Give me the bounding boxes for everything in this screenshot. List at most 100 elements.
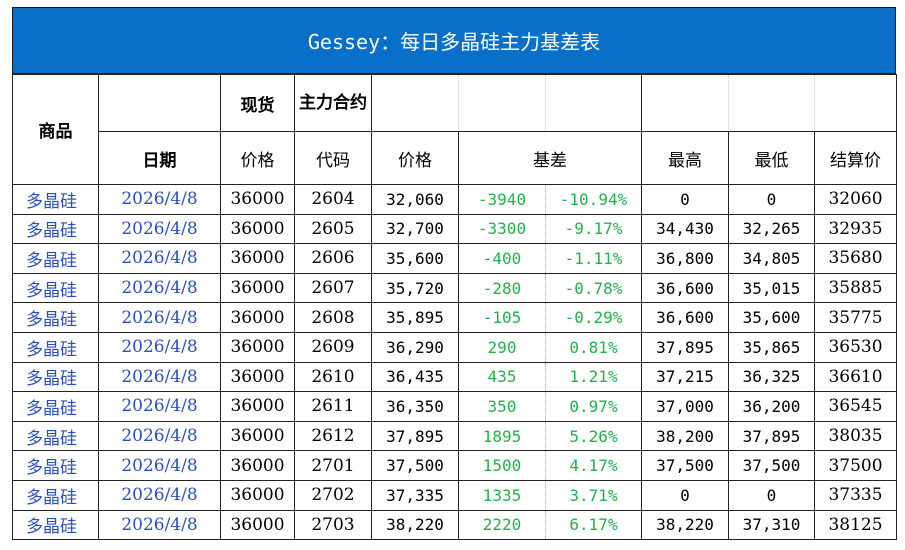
- table-row: 多晶硅 2026/4/8 36000 2608 35,895 -105 -0.29% 36,6…: [12, 302, 897, 333]
- row-name: 多晶硅: [12, 361, 99, 393]
- row-contract-code: 2607: [294, 272, 372, 304]
- row-contract-code: 2702: [294, 479, 372, 511]
- row-low: 37,895: [728, 420, 815, 452]
- row-basis: 1335: [458, 479, 546, 511]
- header-main-contract: 主力合约: [294, 74, 372, 132]
- header-spot: 现货: [220, 74, 295, 132]
- row-contract-price: 36,290: [371, 331, 459, 363]
- row-settle: 36545: [814, 391, 897, 422]
- row-name: 多晶硅: [12, 302, 99, 333]
- row-contract-code: 2612: [294, 420, 372, 452]
- row-basis: -3300: [458, 213, 546, 245]
- row-spot-price: 36000: [220, 479, 295, 511]
- row-contract-price: 38,220: [371, 509, 459, 541]
- row-contract-price: 37,335: [371, 479, 459, 511]
- row-name: 多晶硅: [12, 450, 99, 481]
- row-spot-price: 36000: [220, 243, 295, 274]
- row-date: 2026/4/8: [98, 302, 221, 333]
- header-date: 日期: [98, 131, 221, 185]
- row-high: 37,500: [641, 450, 729, 481]
- basis-table-container: Gessey：每日多晶硅主力基差表 商品 现货 主力合约 日期 价格: [12, 7, 897, 541]
- table-row: 多晶硅 2026/4/8 36000 2606 35,600 -400 -1.11% 36,8…: [12, 243, 897, 274]
- row-contract-code: 2611: [294, 391, 372, 422]
- row-date: 2026/4/8: [98, 213, 221, 245]
- row-contract-code: 2605: [294, 213, 372, 245]
- row-contract-price: 35,895: [371, 302, 459, 333]
- table-row: 多晶硅 2026/4/8 36000 2701 37,500 1500 4.17% 37,50…: [12, 450, 897, 481]
- row-high: 37,000: [641, 391, 729, 422]
- row-name: 多晶硅: [12, 243, 99, 274]
- row-date: 2026/4/8: [98, 391, 221, 422]
- row-high: 0: [641, 479, 729, 511]
- row-name: 多晶硅: [12, 420, 99, 452]
- header-blank: [814, 74, 897, 132]
- row-contract-code: 2703: [294, 509, 372, 541]
- row-contract-price: 37,895: [371, 420, 459, 452]
- row-contract-code: 2610: [294, 361, 372, 393]
- table-row: 多晶硅 2026/4/8 36000 2611 36,350 350 0.97% 37,000…: [12, 391, 897, 422]
- row-basis: 1895: [458, 420, 546, 452]
- row-name: 多晶硅: [12, 391, 99, 422]
- row-high: 0: [641, 184, 729, 215]
- row-basis-pct: -0.78%: [545, 272, 642, 304]
- header-contract-price: 价格: [371, 131, 459, 185]
- row-high: 38,200: [641, 420, 729, 452]
- row-low: 35,600: [728, 302, 815, 333]
- row-settle: 36610: [814, 361, 897, 393]
- table-row: 多晶硅 2026/4/8 36000 2702 37,335 1335 3.71% 0 0 373…: [12, 479, 897, 511]
- row-date: 2026/4/8: [98, 420, 221, 452]
- row-name: 多晶硅: [12, 272, 99, 304]
- header-price: 价格: [220, 131, 295, 185]
- row-name: 多晶硅: [12, 184, 99, 215]
- row-name: 多晶硅: [12, 213, 99, 245]
- row-high: 36,600: [641, 302, 729, 333]
- basis-table: 商品 现货 主力合约 日期 价格 代码 价格 基差 最高 最低 结算价: [12, 74, 897, 541]
- row-settle: 36530: [814, 331, 897, 363]
- row-high: 37,215: [641, 361, 729, 393]
- row-spot-price: 36000: [220, 272, 295, 304]
- row-date: 2026/4/8: [98, 331, 221, 363]
- row-low: 36,200: [728, 391, 815, 422]
- table-row: 多晶硅 2026/4/8 36000 2607 35,720 -280 -0.78% 36,6…: [12, 272, 897, 304]
- row-basis-pct: 3.71%: [545, 479, 642, 511]
- table-row: 多晶硅 2026/4/8 36000 2610 36,435 435 1.21% 37,215…: [12, 361, 897, 393]
- row-basis-pct: 6.17%: [545, 509, 642, 541]
- row-low: 35,015: [728, 272, 815, 304]
- row-basis: 350: [458, 391, 546, 422]
- row-low: 34,805: [728, 243, 815, 274]
- row-low: 32,265: [728, 213, 815, 245]
- table-row: 多晶硅 2026/4/8 36000 2609 36,290 290 0.81% 37,895…: [12, 331, 897, 363]
- row-name: 多晶硅: [12, 331, 99, 363]
- row-date: 2026/4/8: [98, 272, 221, 304]
- row-spot-price: 36000: [220, 420, 295, 452]
- row-basis: -105: [458, 302, 546, 333]
- row-spot-price: 36000: [220, 509, 295, 541]
- row-low: 0: [728, 479, 815, 511]
- row-basis: -280: [458, 272, 546, 304]
- row-contract-price: 36,350: [371, 391, 459, 422]
- table-row: 多晶硅 2026/4/8 36000 2605 32,700 -3300 -9.17% 34,…: [12, 213, 897, 245]
- row-basis: 2220: [458, 509, 546, 541]
- row-contract-code: 2608: [294, 302, 372, 333]
- row-basis: 290: [458, 331, 546, 363]
- row-basis-pct: 4.17%: [545, 450, 642, 481]
- row-basis-pct: -10.94%: [545, 184, 642, 215]
- row-basis-pct: -1.11%: [545, 243, 642, 274]
- row-settle: 38035: [814, 420, 897, 452]
- row-high: 34,430: [641, 213, 729, 245]
- row-low: 36,325: [728, 361, 815, 393]
- table-row: 多晶硅 2026/4/8 36000 2604 32,060 -3940 -10.94% 0 0…: [12, 184, 897, 215]
- row-basis: 1500: [458, 450, 546, 481]
- row-basis-pct: 0.97%: [545, 391, 642, 422]
- row-contract-price: 37,500: [371, 450, 459, 481]
- row-basis-pct: 0.81%: [545, 331, 642, 363]
- row-date: 2026/4/8: [98, 243, 221, 274]
- row-spot-price: 36000: [220, 450, 295, 481]
- row-basis-pct: -9.17%: [545, 213, 642, 245]
- row-basis-pct: 5.26%: [545, 420, 642, 452]
- row-name: 多晶硅: [12, 479, 99, 511]
- header-blank: [728, 74, 815, 132]
- row-spot-price: 36000: [220, 213, 295, 245]
- row-date: 2026/4/8: [98, 184, 221, 215]
- row-low: 37,500: [728, 450, 815, 481]
